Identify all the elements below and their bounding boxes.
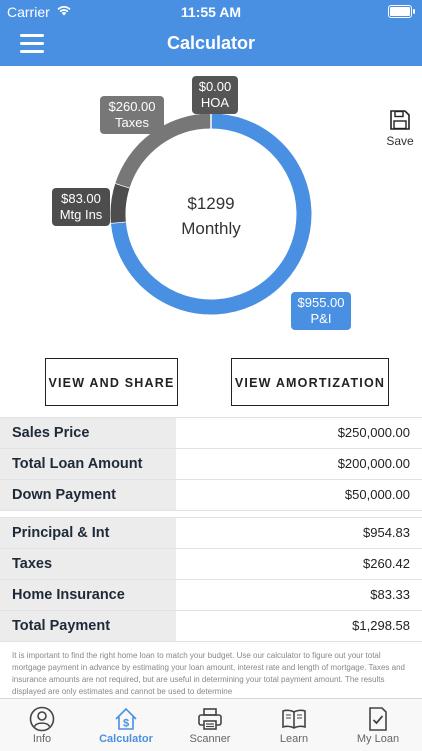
- tab-bar: Info $ Calculator Scanner Learn: [0, 698, 422, 751]
- view-amortization-button[interactable]: VIEW AMORTIZATION: [231, 358, 389, 406]
- row-label: Taxes: [0, 549, 176, 579]
- slice-name-taxes: Taxes: [115, 115, 149, 130]
- carrier-label: Carrier: [7, 4, 50, 20]
- hamburger-icon[interactable]: [20, 34, 44, 54]
- donut-svg: [110, 113, 312, 315]
- table-row[interactable]: Total Loan Amount $200,000.00: [0, 449, 422, 480]
- slice-value-pi: $955.00: [297, 295, 345, 310]
- save-label: Save: [386, 134, 414, 148]
- table-row[interactable]: Total Payment $1,298.58: [0, 611, 422, 642]
- payment-donut-chart: $1299 Monthly $0.00 HOA $260.00 Taxes $8…: [0, 66, 422, 346]
- row-value: $260.42: [363, 556, 410, 571]
- row-value: $954.83: [363, 525, 410, 540]
- tab-my-loan[interactable]: My Loan: [336, 699, 420, 751]
- center-amount: $1299: [187, 194, 235, 213]
- row-label: Down Payment: [0, 480, 176, 510]
- header-bar: Carrier 11:55 AM Calculator: [0, 0, 422, 66]
- tab-label: My Loan: [356, 733, 400, 745]
- clock: 11:55 AM: [180, 4, 242, 20]
- table-row[interactable]: Principal & Int $954.83: [0, 518, 422, 549]
- slice-value-hoa: $0.00: [198, 79, 232, 94]
- tab-calculator[interactable]: $ Calculator: [84, 699, 168, 751]
- center-label: Monthly: [181, 219, 241, 238]
- book-icon: [282, 709, 306, 729]
- table-row[interactable]: Home Insurance $83.33: [0, 580, 422, 611]
- slice-label-taxes: $260.00 Taxes: [100, 96, 164, 134]
- status-bar: Carrier 11:55 AM: [0, 0, 422, 24]
- slice-name-pi: P&I: [310, 311, 332, 326]
- slice-label-pi: $955.00 P&I: [291, 292, 351, 330]
- tab-label: Learn: [279, 733, 309, 745]
- loan-summary-table: Sales Price $250,000.00 Total Loan Amoun…: [0, 417, 422, 511]
- donut-slice-taxes: [115, 113, 212, 188]
- donut-slice-p-i: [110, 113, 312, 315]
- row-label: Total Loan Amount: [0, 449, 176, 479]
- donut-slice-mtg-ins: [110, 183, 130, 223]
- tab-info[interactable]: Info: [0, 699, 84, 751]
- table-row[interactable]: Sales Price $250,000.00: [0, 418, 422, 449]
- row-label: Home Insurance: [0, 580, 176, 610]
- payment-breakdown-table: Principal & Int $954.83 Taxes $260.42 Ho…: [0, 517, 422, 642]
- slice-name-hoa: HOA: [200, 95, 230, 110]
- row-value: $83.33: [370, 587, 410, 602]
- tab-label: Info: [32, 733, 52, 745]
- row-label: Sales Price: [0, 418, 176, 448]
- user-info-icon: [29, 706, 55, 732]
- printer-icon: [198, 708, 222, 730]
- slice-name-mtg-ins: Mtg Ins: [59, 207, 103, 222]
- battery-icon: [388, 5, 415, 18]
- row-label: Principal & Int: [0, 518, 176, 548]
- slice-value-mtg-ins: $83.00: [61, 191, 101, 206]
- tab-scanner[interactable]: Scanner: [168, 699, 252, 751]
- row-value: $50,000.00: [344, 487, 410, 502]
- row-value: $200,000.00: [337, 456, 410, 471]
- table-row[interactable]: Down Payment $50,000.00: [0, 480, 422, 511]
- table-row[interactable]: Taxes $260.42: [0, 549, 422, 580]
- slice-label-hoa: $0.00 HOA: [192, 76, 238, 114]
- tab-label: Scanner: [189, 733, 231, 745]
- floppy-disk-icon: [390, 110, 410, 130]
- page-title: Calculator: [166, 33, 256, 53]
- row-value: $1,298.58: [352, 618, 410, 633]
- house-dollar-icon: $: [115, 707, 137, 730]
- wifi-icon: [57, 6, 71, 16]
- document-check-icon: [369, 707, 387, 731]
- slice-label-mtg-ins: $83.00 Mtg Ins: [52, 188, 110, 226]
- save-button[interactable]: Save: [383, 109, 417, 148]
- svg-text:$: $: [123, 718, 129, 730]
- row-value: $250,000.00: [337, 425, 410, 440]
- tab-label: Calculator: [99, 733, 153, 745]
- tab-learn[interactable]: Learn: [252, 699, 336, 751]
- view-and-share-button[interactable]: VIEW AND SHARE: [45, 358, 178, 406]
- row-label: Total Payment: [0, 611, 176, 641]
- slice-value-taxes: $260.00: [108, 99, 156, 114]
- disclaimer-text: It is important to find the right home l…: [12, 651, 405, 696]
